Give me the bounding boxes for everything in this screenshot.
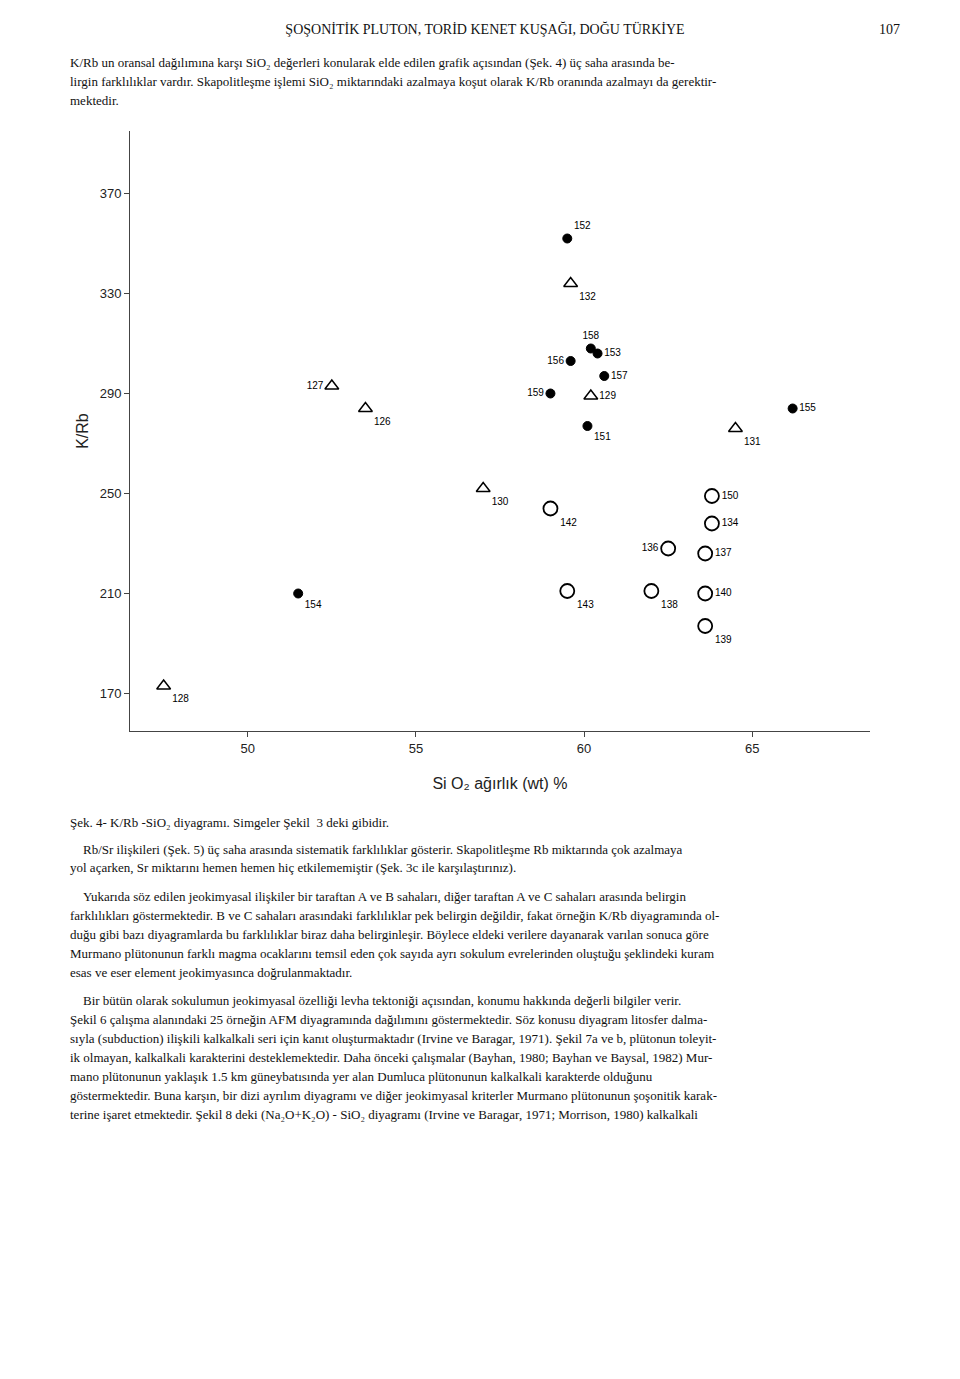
svg-text:150: 150 [722,489,739,500]
svg-text:330: 330 [100,286,122,301]
svg-text:210: 210 [100,586,122,601]
svg-text:154: 154 [305,598,322,609]
svg-text:170: 170 [100,686,122,701]
svg-text:370: 370 [100,186,122,201]
html-text:Yukarıda söz edilen jeokimyasa: Yukarıda söz edilen jeokimyasal ilişkile… [70,889,720,980]
svg-text:138: 138 [661,599,678,610]
svg-text:159: 159 [527,387,544,398]
svg-text:131: 131 [744,435,761,446]
svg-text:140: 140 [715,587,732,598]
svg-text:65: 65 [745,740,759,755]
svg-text:250: 250 [100,486,122,501]
html-text:K/Rb un oransal dağılımına kar: K/Rb un oransal dağılımına karşı SiO₂ de… [70,55,717,108]
html-text:107: 107 [879,22,900,37]
svg-text:155: 155 [799,402,816,413]
svg-text:156: 156 [547,354,564,365]
svg-text:158: 158 [582,330,599,341]
svg-text:55: 55 [409,740,423,755]
svg-text:Si O₂ ağırlık (wt) %: Si O₂ ağırlık (wt) % [432,775,567,792]
svg-text:136: 136 [642,542,659,553]
svg-text:K/Rb: K/Rb [74,413,91,449]
html-text:Bir bütün olarak sokulumun jeo: Bir bütün olarak sokulumun jeokimyasal ö… [70,993,717,1122]
svg-text:142: 142 [560,516,577,527]
svg-text:157: 157 [611,369,628,380]
html-text:Rb/Sr ilişkileri (Şek. 5) üç s: Rb/Sr ilişkileri (Şek. 5) üç saha arasın… [70,841,683,876]
svg-text:126: 126 [374,415,391,426]
svg-text:132: 132 [579,290,596,301]
svg-text:152: 152 [574,220,591,231]
svg-text:153: 153 [604,347,621,358]
html-text:Şek. 4- K/Rb -SiO₂ diyagramı.: Şek. 4- K/Rb -SiO₂ diyagramı. Simgeler Ş… [70,814,389,830]
svg-text:129: 129 [599,389,616,400]
html-text:ŞOŞONİTİK PLUTON, TORİD KENET: ŞOŞONİTİK PLUTON, TORİD KENET KUŞAĞI, DO… [285,22,685,37]
svg-text:139: 139 [715,634,732,645]
svg-text:151: 151 [594,431,611,442]
svg-text:128: 128 [172,693,189,704]
svg-text:130: 130 [492,495,509,506]
svg-text:50: 50 [240,740,254,755]
svg-text:137: 137 [715,547,732,558]
svg-text:60: 60 [577,740,591,755]
svg-text:127: 127 [307,379,324,390]
svg-text:290: 290 [100,386,122,401]
svg-text:143: 143 [577,599,594,610]
svg-text:134: 134 [722,517,739,528]
